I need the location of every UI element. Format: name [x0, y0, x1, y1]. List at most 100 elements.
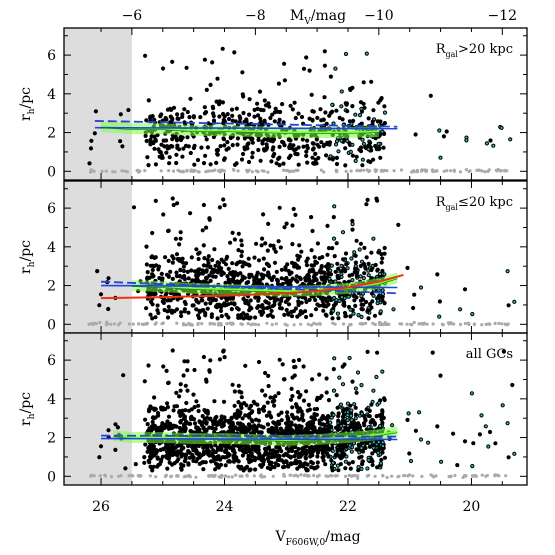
data-point: [248, 457, 253, 462]
data-point: [441, 134, 446, 139]
upper-limit-point: [232, 168, 236, 172]
data-point: [97, 455, 102, 460]
data-point: [153, 315, 158, 320]
data-point: [211, 111, 216, 116]
data-point: [341, 257, 346, 262]
data-point: [235, 306, 240, 311]
data-point: [213, 443, 218, 448]
data-point: [160, 155, 165, 160]
upper-limit-point: [442, 169, 446, 173]
data-point: [205, 145, 210, 150]
data-point: [235, 427, 240, 432]
data-point-bright: [345, 455, 348, 458]
data-point: [201, 354, 206, 360]
data-point: [312, 425, 317, 430]
data-point: [196, 300, 201, 305]
data-point: [293, 306, 298, 311]
upper-limit-point: [161, 321, 165, 325]
data-point: [148, 140, 153, 146]
data-point: [242, 427, 247, 432]
data-point: [315, 142, 320, 147]
data-point-bright: [391, 424, 394, 427]
data-point: [184, 65, 189, 70]
data-point: [327, 429, 332, 434]
data-point: [279, 410, 284, 415]
data-point: [133, 462, 138, 467]
data-point: [204, 269, 209, 274]
data-point-bright: [501, 404, 504, 407]
data-point: [260, 388, 265, 393]
data-point: [378, 155, 383, 160]
upper-limit-point: [449, 169, 453, 173]
data-point-bright: [340, 264, 343, 267]
data-point-bright: [440, 460, 443, 463]
data-point: [148, 137, 153, 142]
data-point: [301, 144, 306, 149]
data-point: [239, 395, 244, 400]
data-point: [230, 143, 235, 148]
data-point: [380, 268, 385, 273]
data-point: [226, 418, 231, 423]
data-point: [325, 142, 330, 147]
upper-limit-point: [137, 170, 141, 174]
data-point: [177, 394, 182, 399]
data-point: [189, 255, 194, 260]
data-point: [372, 313, 378, 318]
data-point: [221, 111, 226, 117]
data-point: [277, 457, 283, 463]
data-point: [192, 162, 197, 167]
data-point: [261, 425, 266, 430]
data-point: [219, 295, 224, 300]
data-point: [182, 359, 187, 364]
data-point: [106, 306, 111, 312]
upper-limit-point: [319, 168, 323, 172]
upper-limit-point: [503, 169, 507, 173]
data-point: [330, 468, 335, 473]
data-point: [214, 99, 219, 104]
data-point-bright: [381, 444, 385, 448]
data-point: [155, 455, 160, 460]
upper-limit-point: [100, 169, 104, 173]
data-point: [309, 92, 314, 97]
upper-limit-point: [251, 322, 255, 326]
data-point: [358, 241, 363, 246]
data-point: [289, 314, 295, 319]
upper-limit-point: [406, 474, 410, 478]
data-point: [343, 466, 348, 471]
panel-frame: [63, 27, 528, 181]
data-point: [379, 260, 384, 265]
data-point: [203, 311, 208, 316]
data-point: [237, 114, 242, 119]
data-point: [342, 452, 347, 457]
data-point: [250, 136, 255, 141]
x-tick-label: 22: [339, 499, 357, 515]
data-point: [272, 454, 277, 459]
excluded-region: [64, 28, 132, 180]
data-point: [197, 461, 202, 466]
data-point: [201, 308, 206, 313]
data-point: [113, 447, 118, 452]
upper-limit-point: [385, 475, 389, 479]
upper-limit-point: [411, 474, 415, 478]
data-point: [150, 443, 155, 448]
upper-limit-point: [365, 474, 369, 478]
data-point-bright: [371, 400, 374, 403]
data-point: [166, 258, 171, 263]
data-point-bright: [340, 105, 343, 108]
data-point: [166, 380, 171, 386]
data-point: [93, 109, 98, 114]
data-point: [313, 151, 318, 156]
data-point: [276, 81, 281, 86]
data-point: [360, 459, 365, 464]
data-point: [283, 299, 288, 304]
data-point: [430, 350, 435, 355]
upper-limit-point: [218, 168, 222, 172]
data-point: [350, 424, 355, 429]
data-point: [203, 110, 209, 115]
data-point: [106, 428, 111, 433]
y-tick-label: 4: [47, 240, 56, 256]
data-point: [167, 155, 172, 160]
data-point: [301, 66, 307, 71]
data-point: [205, 306, 210, 311]
data-point: [289, 386, 294, 391]
